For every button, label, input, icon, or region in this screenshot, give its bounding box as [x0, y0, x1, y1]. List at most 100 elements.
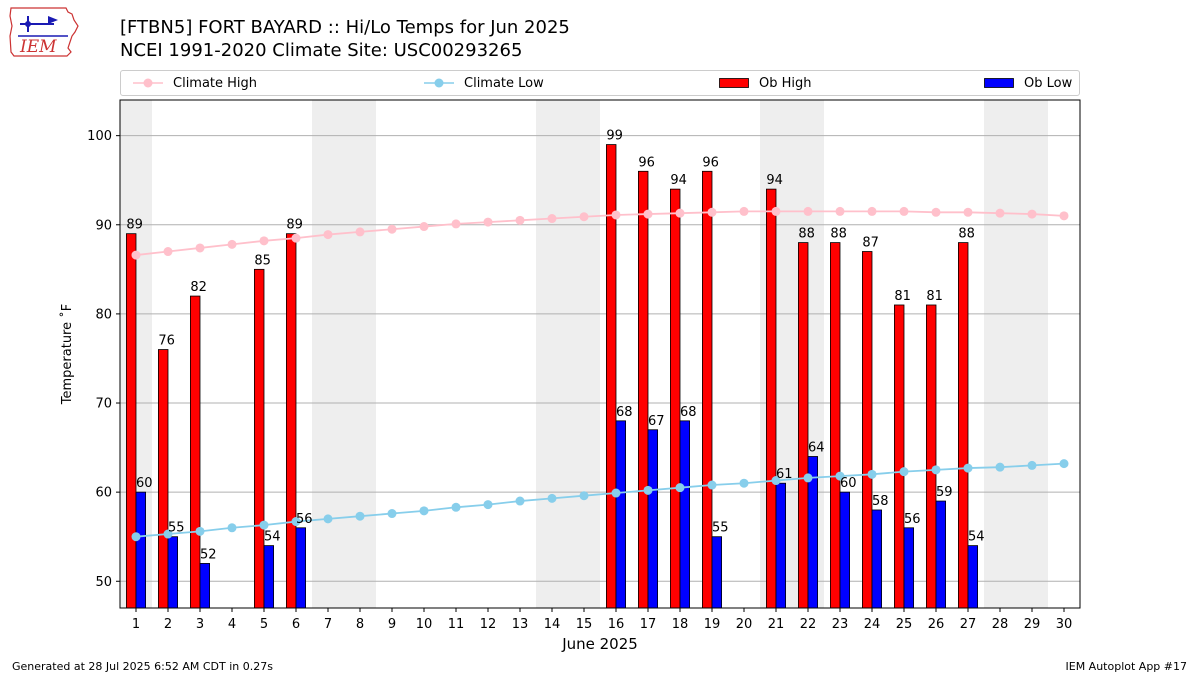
ob-low-bar-day-1: [135, 491, 147, 609]
climate-low-point-day-12: [483, 500, 493, 510]
weekend-band-day-15: [568, 100, 600, 608]
ob-low-bar-day-17: [647, 429, 659, 609]
ob-high-label-day-5: 85: [254, 253, 271, 268]
climate-high-point-day-13: [515, 215, 525, 225]
ob-high-label-day-1: 89: [126, 218, 143, 233]
y-tick-label-50: 50: [95, 575, 112, 590]
ob-high-bar-day-18: [670, 188, 681, 609]
ob-high-bar-day-26: [926, 304, 937, 609]
ob-low-label-day-1: 60: [136, 476, 153, 491]
climate-high-point-day-27: [963, 207, 973, 217]
climate-low-point-day-25: [899, 467, 909, 477]
ob-high-bar-day-24: [862, 251, 873, 609]
ob-low-label-day-24: 58: [872, 494, 889, 509]
ob-low-label-day-22: 64: [808, 440, 825, 455]
climate-low-point-day-13: [515, 496, 525, 506]
x-tick-label-23: 23: [832, 617, 849, 632]
plot-frame: [119, 99, 1081, 609]
ob-low-bar-day-6: [295, 527, 307, 609]
legend-label-climate-high: Climate High: [173, 75, 258, 91]
weekend-band-day-14: [536, 100, 568, 608]
chart-title: [FTBN5] FORT BAYARD :: Hi/Lo Temps for J…: [120, 17, 570, 38]
ob-low-label-day-2: 55: [168, 521, 185, 536]
x-tick-label-14: 14: [544, 617, 561, 632]
climate-low-point-day-21: [771, 476, 781, 486]
ob-low-label-day-17: 67: [648, 414, 665, 429]
ob-low-bar-day-27: [967, 545, 979, 609]
climate-high-point-day-8: [355, 227, 365, 237]
climate-high-point-day-3: [195, 243, 205, 253]
climate-high-point-day-30: [1059, 211, 1069, 221]
ob-high-bar-day-19: [702, 170, 713, 609]
ob-low-label-day-5: 54: [264, 530, 281, 545]
x-tick-label-26: 26: [928, 617, 945, 632]
ob-high-label-day-27: 88: [958, 227, 975, 242]
legend: Climate High Climate Low Ob High Ob Low: [120, 70, 1080, 96]
ob-high-label-day-25: 81: [894, 289, 911, 304]
ob-high-label-day-17: 96: [638, 155, 655, 170]
ob-high-label-day-22: 88: [798, 227, 815, 242]
x-tick-label-21: 21: [768, 617, 785, 632]
climate-low-point-day-27: [963, 463, 973, 473]
climate-high-point-day-16: [611, 210, 621, 220]
climate-high-point-day-11: [451, 219, 461, 229]
climate-high-point-day-17: [643, 209, 653, 219]
x-tick-label-3: 3: [196, 617, 204, 632]
ob-high-bar-day-6: [285, 233, 297, 609]
climate-low-point-day-22: [803, 473, 813, 483]
ob-high-bar-day-27: [958, 242, 969, 609]
ob-low-bar-day-26: [935, 500, 947, 609]
ob-high-label-day-16: 99: [606, 129, 623, 144]
ob-high-swatch-icon: [719, 78, 749, 88]
weekend-band-day-7: [312, 100, 344, 608]
ob-high-bar-day-25: [894, 304, 905, 609]
x-tick-label-16: 16: [608, 617, 625, 632]
ob-low-bar-day-5: [263, 545, 275, 609]
x-tick-label-29: 29: [1024, 617, 1041, 632]
x-tick-label-24: 24: [864, 617, 881, 632]
ob-high-bar-day-21: [766, 188, 777, 609]
footer-generated: Generated at 28 Jul 2025 6:52 AM CDT in …: [12, 660, 273, 673]
climate-high-point-day-7: [323, 230, 333, 240]
climate-low-point-day-8: [355, 511, 365, 521]
ob-low-bar-day-18: [679, 420, 691, 609]
climate-low-point-day-17: [643, 485, 653, 495]
x-tick-label-2: 2: [164, 617, 172, 632]
x-tick-label-1: 1: [132, 617, 140, 632]
x-axis-label: June 2025: [561, 635, 638, 653]
ob-low-bar-day-2: [167, 536, 179, 609]
y-tick-label-100: 100: [87, 129, 112, 144]
climate-low-line: [135, 462, 1065, 538]
climate-high-point-day-15: [579, 212, 589, 222]
logo-text: IEM: [19, 37, 57, 57]
ob-high-bar-day-17: [638, 170, 649, 609]
climate-high-point-day-23: [835, 206, 845, 216]
ob-high-label-day-6: 89: [286, 218, 303, 233]
ob-high-bar-day-5: [253, 268, 265, 609]
climate-low-point-day-10: [419, 506, 429, 516]
ob-low-label-day-6: 56: [296, 512, 313, 527]
climate-high-point-day-21: [771, 206, 781, 216]
climate-low-point-day-24: [867, 469, 877, 479]
x-tick-label-17: 17: [640, 617, 657, 632]
climate-low-point-day-6: [291, 517, 301, 527]
ob-high-label-day-2: 76: [158, 334, 175, 349]
climate-high-point-day-20: [739, 206, 749, 216]
chart-subtitle: NCEI 1991-2020 Climate Site: USC00293265: [120, 40, 523, 61]
climate-high-point-day-26: [931, 207, 941, 217]
observed-bars: [126, 144, 979, 609]
ob-low-label-day-3: 52: [200, 547, 217, 562]
climate-low-point-day-30: [1059, 459, 1069, 469]
ob-low-label-day-26: 59: [936, 485, 953, 500]
ob-low-label-day-21: 61: [776, 467, 793, 482]
x-tick-label-25: 25: [896, 617, 913, 632]
climate-low-point-day-2: [163, 529, 173, 539]
ob-low-label-day-19: 55: [712, 521, 729, 536]
ob-low-label-day-27: 54: [968, 530, 985, 545]
ob-low-bar-day-3: [199, 563, 211, 609]
legend-item-climate-low: Climate Low: [424, 71, 544, 95]
climate-low-point-day-7: [323, 514, 333, 524]
ob-high-bar-day-2: [157, 349, 169, 609]
climate-high-point-day-14: [547, 214, 557, 224]
y-tick-label-70: 70: [95, 397, 112, 412]
